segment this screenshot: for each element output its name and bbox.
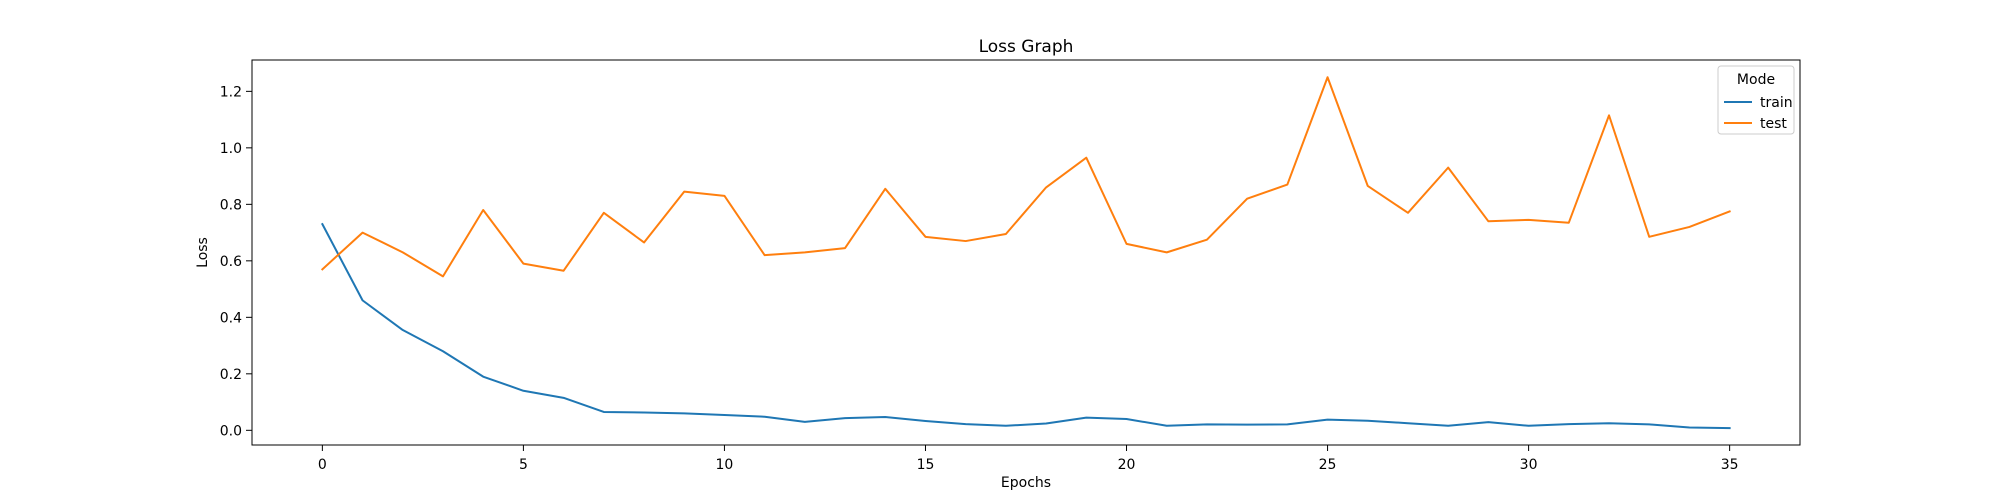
x-tick-label: 5: [519, 457, 528, 473]
x-tick-label: 30: [1520, 457, 1538, 473]
y-tick-label: 1.0: [220, 141, 242, 157]
y-tick-label: 0.2: [220, 367, 242, 383]
y-tick-label: 0.6: [220, 254, 242, 270]
x-tick-label: 35: [1721, 457, 1739, 473]
x-tick-label: 20: [1118, 457, 1136, 473]
y-tick-label: 1.2: [220, 84, 242, 100]
x-tick-label: 0: [318, 457, 327, 473]
legend-title: Mode: [1737, 72, 1775, 88]
x-tick-label: 10: [716, 457, 734, 473]
y-tick-label: 0.8: [220, 197, 242, 213]
series-line-test: [320, 76, 1731, 278]
legend: Mode train test: [1717, 65, 1795, 135]
legend-label-test: test: [1760, 116, 1787, 132]
plot-frame: [251, 59, 1801, 446]
y-tick-label: 0.0: [220, 423, 242, 439]
series-group: [320, 76, 1731, 430]
chart-title: Loss Graph: [979, 37, 1074, 57]
x-tick-label: 25: [1319, 457, 1337, 473]
x-axis-title: Epochs: [1001, 475, 1051, 491]
y-tick-label: 0.4: [220, 310, 242, 326]
legend-box: [1717, 65, 1795, 135]
series-line-train: [321, 222, 1731, 430]
legend-label-train: train: [1760, 95, 1793, 111]
y-axis-title: Loss: [195, 237, 211, 268]
x-tick-label: 15: [917, 457, 935, 473]
tick-group: 0 5 10 15 20 25 30 35 0.0 0.2 0.4 0.6 0.8 1.0 1.2: [220, 84, 1739, 473]
